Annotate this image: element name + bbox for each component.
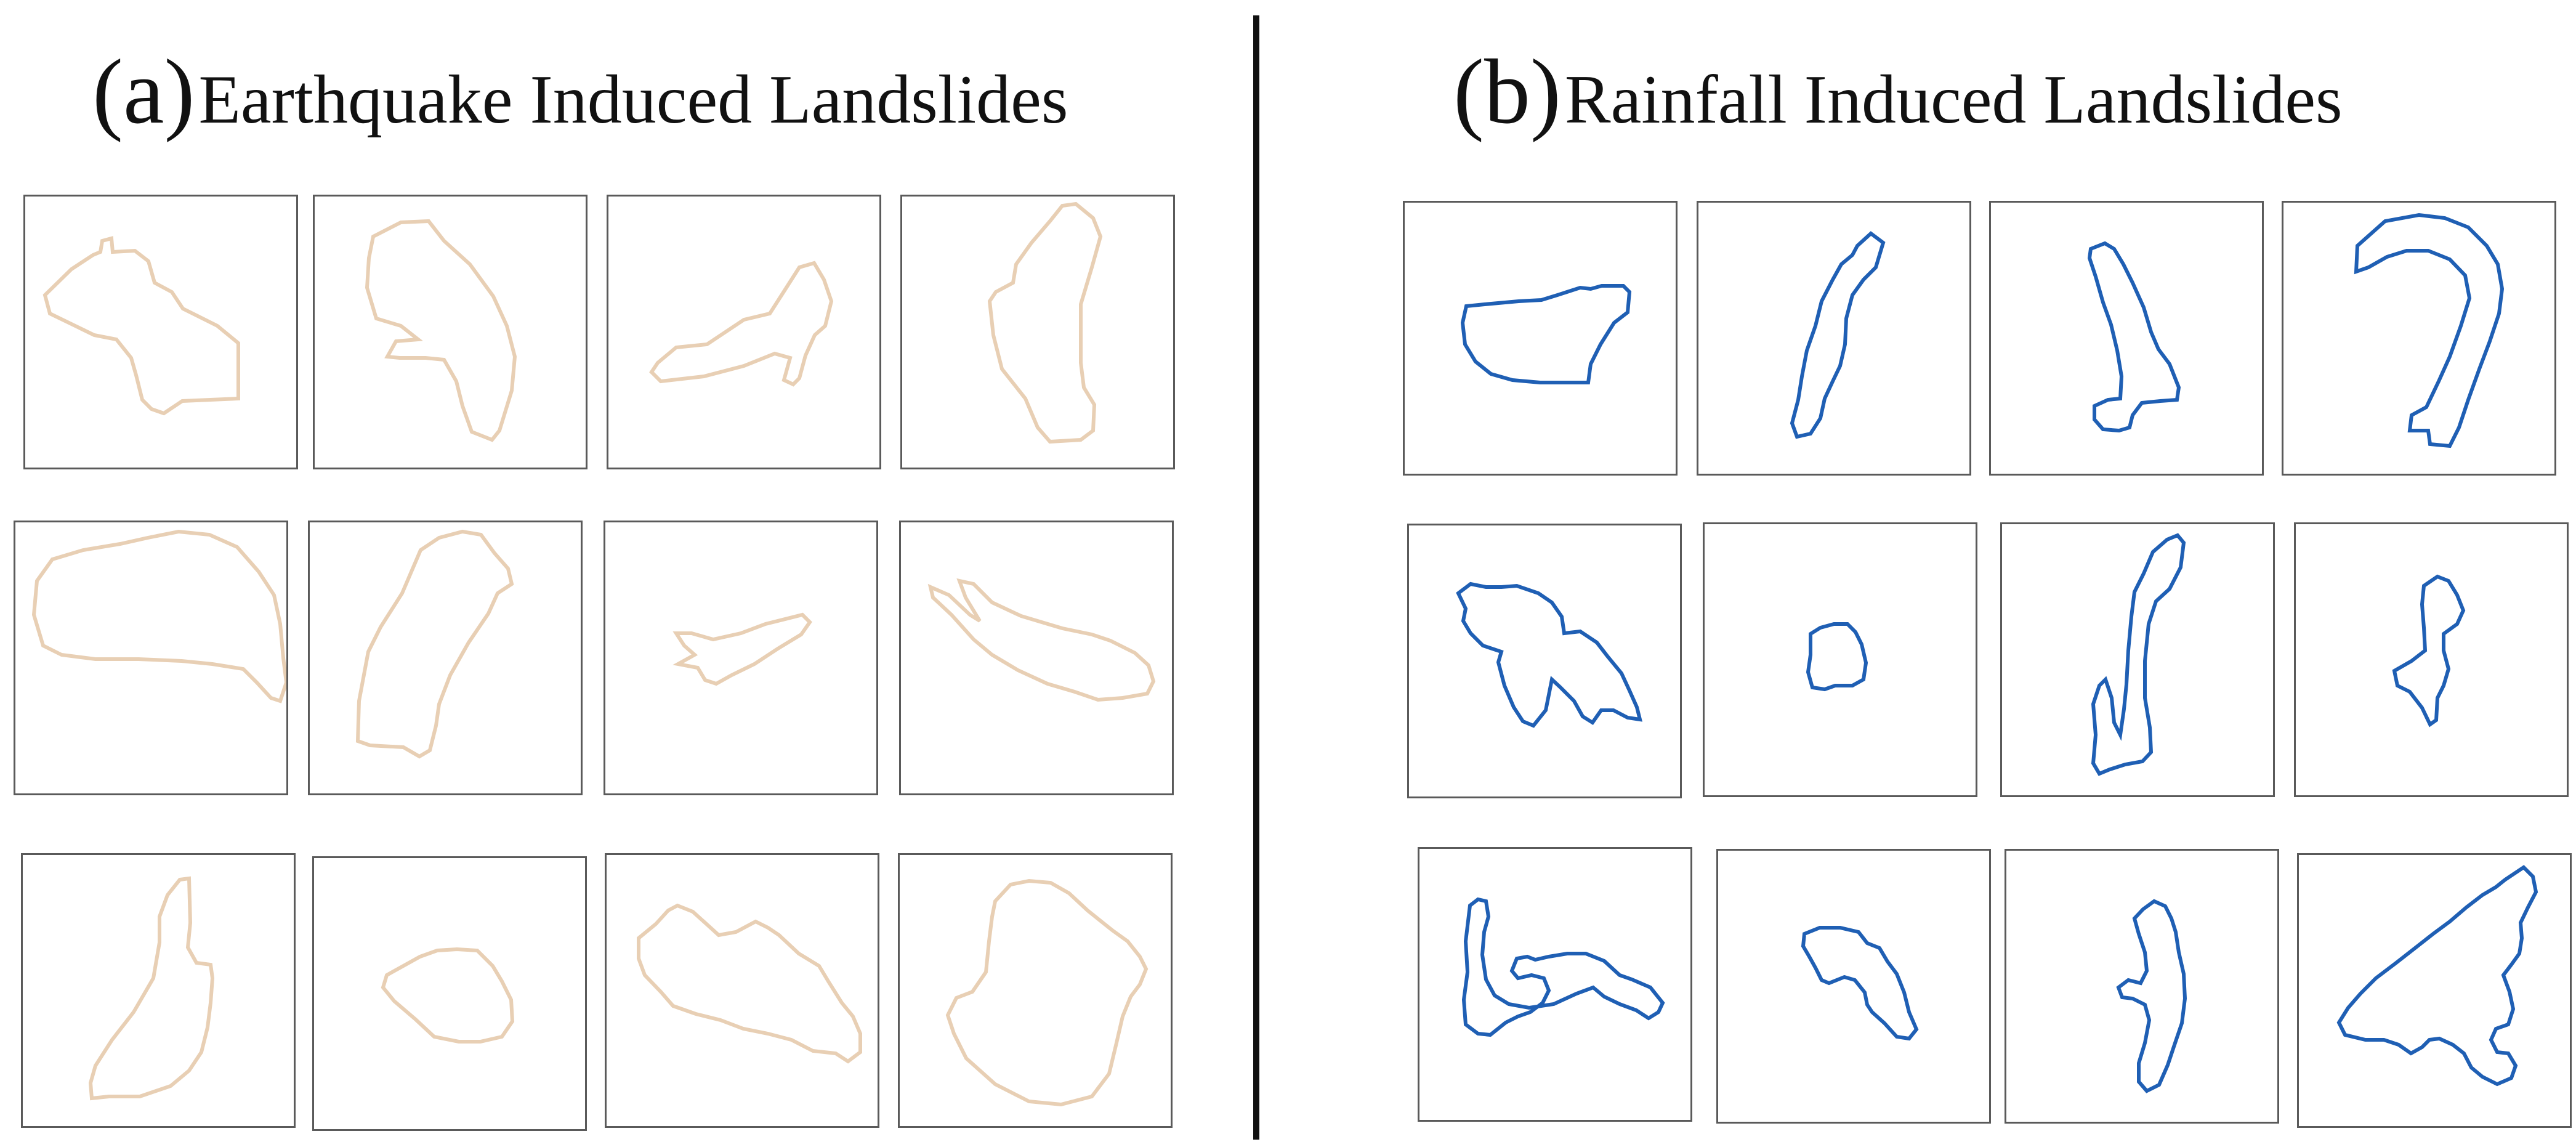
landslide-outline bbox=[381, 947, 515, 1044]
landslide-outline-svg bbox=[637, 903, 862, 1064]
landslide-outline bbox=[355, 529, 514, 759]
landslide-outline-svg bbox=[31, 529, 286, 703]
landslide-outline-svg bbox=[672, 612, 812, 686]
landslide-outline-svg bbox=[1806, 622, 1868, 692]
landslide-outline bbox=[1790, 231, 1886, 439]
panel-a-tag: (a) bbox=[92, 41, 195, 143]
panel-a-tile-10 bbox=[312, 856, 587, 1131]
landslide-outline bbox=[987, 201, 1103, 444]
panel-a-title: (a) Earthquake Induced Landslides bbox=[92, 46, 1068, 138]
panel-b-tile-12 bbox=[2297, 853, 2572, 1128]
landslide-outline bbox=[1801, 926, 1919, 1041]
panel-b-tile-3 bbox=[1989, 201, 2264, 476]
landslide-outline bbox=[1461, 897, 1665, 1037]
landslide-outline bbox=[2336, 865, 2538, 1087]
panel-b-tile-11 bbox=[2005, 849, 2279, 1124]
panel-a-name: Earthquake Induced Landslides bbox=[198, 62, 1068, 138]
landslide-outline-svg bbox=[927, 578, 1156, 702]
panel-b-tile-7 bbox=[2000, 522, 2275, 797]
landslide-outline bbox=[88, 876, 215, 1101]
panel-b-tile-4 bbox=[2282, 201, 2556, 476]
panel-b-tile-2 bbox=[1697, 201, 1971, 476]
panel-b-tile-9 bbox=[1418, 847, 1692, 1122]
landslide-outline bbox=[2116, 899, 2187, 1093]
panel-b-name: Rainfall Induced Landslides bbox=[1564, 62, 2343, 138]
panel-b-title: (b) Rainfall Induced Landslides bbox=[1453, 46, 2343, 138]
landslide-outline-svg bbox=[1790, 231, 1886, 439]
panel-a-tile-11 bbox=[605, 853, 879, 1128]
panel-a-tile-7 bbox=[604, 521, 878, 795]
landslide-outline-svg bbox=[2116, 899, 2187, 1093]
landslide-outline bbox=[42, 236, 240, 416]
landslide-outline-svg bbox=[1456, 582, 1643, 728]
panel-a-tile-3 bbox=[607, 195, 881, 469]
landslide-outline-svg bbox=[2354, 213, 2505, 448]
landslide-outline-svg bbox=[355, 529, 514, 759]
landslide-outline bbox=[1806, 622, 1868, 692]
landslide-outline-svg bbox=[2392, 574, 2466, 728]
landslide-outline-svg bbox=[1460, 284, 1632, 384]
landslide-outline bbox=[365, 219, 517, 442]
landslide-outline-svg bbox=[945, 878, 1149, 1107]
landslide-outline-svg bbox=[42, 236, 240, 416]
landslide-outline bbox=[637, 903, 862, 1064]
landslide-outline-svg bbox=[365, 219, 517, 442]
landslide-outline bbox=[2392, 574, 2466, 728]
landslide-outline bbox=[2091, 533, 2186, 776]
panel-a-tile-12 bbox=[898, 853, 1173, 1128]
landslide-outline bbox=[1460, 284, 1632, 384]
panel-b-tile-10 bbox=[1716, 849, 1991, 1124]
landslide-outline-svg bbox=[1461, 897, 1665, 1037]
panel-a-tile-1 bbox=[23, 195, 298, 469]
panel-a-tile-9 bbox=[21, 853, 296, 1128]
landslide-outline-svg bbox=[88, 876, 215, 1101]
landslide-outline bbox=[1456, 582, 1643, 728]
panel-a-tile-5 bbox=[14, 521, 288, 795]
landslide-outline-svg bbox=[381, 947, 515, 1044]
landslide-outline bbox=[672, 612, 812, 686]
panel-a-tile-2 bbox=[313, 195, 587, 469]
landslide-outline-svg bbox=[1801, 926, 1919, 1041]
panel-b-tile-1 bbox=[1403, 201, 1678, 476]
landslide-outline bbox=[945, 878, 1149, 1107]
panel-a-tile-8 bbox=[899, 521, 1174, 795]
panel-a-tile-6 bbox=[308, 521, 583, 795]
panel-b-tile-6 bbox=[1703, 522, 1977, 797]
landslide-outline-svg bbox=[649, 261, 834, 387]
panel-b-tag: (b) bbox=[1453, 41, 1561, 143]
panel-a-tile-4 bbox=[900, 195, 1175, 469]
landslide-outline-svg bbox=[2091, 533, 2186, 776]
landslide-outline bbox=[927, 578, 1156, 702]
panel-divider bbox=[1253, 15, 1259, 1140]
panel-b-tile-5 bbox=[1407, 524, 1682, 798]
landslide-outline bbox=[649, 261, 834, 387]
panel-b-tile-8 bbox=[2294, 522, 2569, 797]
landslide-outline-svg bbox=[987, 201, 1103, 444]
landslide-outline bbox=[2354, 213, 2505, 448]
landslide-outline bbox=[31, 529, 286, 703]
landslide-outline bbox=[2087, 241, 2181, 433]
landslide-outline-svg bbox=[2087, 241, 2181, 433]
landslide-outline-svg bbox=[2336, 865, 2538, 1087]
